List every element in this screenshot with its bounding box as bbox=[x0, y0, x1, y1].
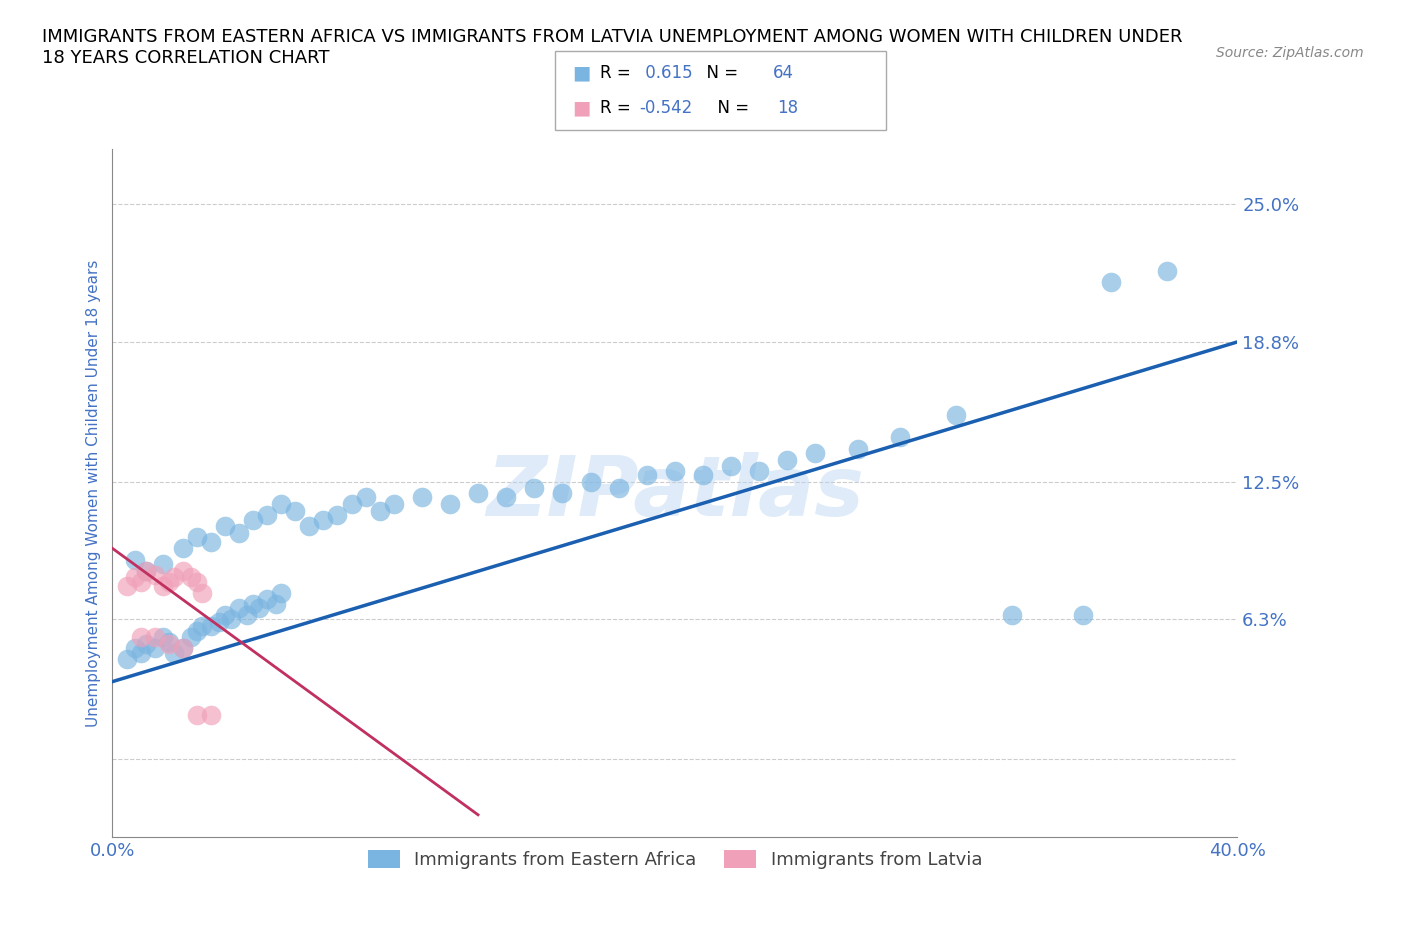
Point bbox=[256, 508, 278, 523]
Legend: Immigrants from Eastern Africa, Immigrants from Latvia: Immigrants from Eastern Africa, Immigran… bbox=[360, 843, 990, 876]
Point bbox=[143, 641, 166, 656]
Point bbox=[135, 564, 157, 578]
Point bbox=[382, 497, 405, 512]
Point bbox=[124, 570, 146, 585]
Point bbox=[129, 630, 152, 644]
Point bbox=[157, 634, 180, 649]
Point bbox=[157, 636, 180, 651]
Point bbox=[180, 630, 202, 644]
Point bbox=[172, 564, 194, 578]
Point bbox=[172, 641, 194, 656]
Point bbox=[256, 592, 278, 607]
Point bbox=[720, 458, 742, 473]
Point bbox=[228, 601, 250, 616]
Point bbox=[143, 630, 166, 644]
Point bbox=[172, 641, 194, 656]
Point bbox=[191, 585, 214, 600]
Point bbox=[247, 601, 270, 616]
Point bbox=[354, 490, 377, 505]
Point bbox=[748, 463, 770, 478]
Point bbox=[1001, 607, 1024, 622]
Point bbox=[607, 481, 630, 496]
Text: ZIPatlas: ZIPatlas bbox=[486, 452, 863, 534]
Point bbox=[163, 570, 186, 585]
Text: N =: N = bbox=[707, 100, 755, 117]
Point bbox=[200, 708, 222, 723]
Point bbox=[1071, 607, 1094, 622]
Point bbox=[664, 463, 686, 478]
Text: Source: ZipAtlas.com: Source: ZipAtlas.com bbox=[1216, 46, 1364, 60]
Point bbox=[124, 552, 146, 567]
Point bbox=[312, 512, 335, 527]
Point bbox=[208, 614, 231, 629]
Point bbox=[846, 441, 869, 456]
Point bbox=[636, 468, 658, 483]
Point bbox=[186, 530, 208, 545]
Point bbox=[270, 585, 292, 600]
Point bbox=[579, 474, 602, 489]
Point bbox=[411, 490, 433, 505]
Point bbox=[152, 630, 174, 644]
Text: IMMIGRANTS FROM EASTERN AFRICA VS IMMIGRANTS FROM LATVIA UNEMPLOYMENT AMONG WOME: IMMIGRANTS FROM EASTERN AFRICA VS IMMIGR… bbox=[42, 28, 1182, 67]
Point bbox=[186, 623, 208, 638]
Text: 0.615: 0.615 bbox=[640, 64, 692, 82]
Point bbox=[889, 430, 911, 445]
Point bbox=[1156, 263, 1178, 278]
Point bbox=[298, 519, 321, 534]
Point bbox=[115, 578, 138, 593]
Point bbox=[157, 574, 180, 589]
Point bbox=[214, 607, 236, 622]
Point bbox=[1099, 274, 1122, 289]
Point bbox=[129, 645, 152, 660]
Y-axis label: Unemployment Among Women with Children Under 18 years: Unemployment Among Women with Children U… bbox=[86, 259, 101, 726]
Point bbox=[284, 503, 307, 518]
Point bbox=[228, 525, 250, 540]
Point bbox=[135, 636, 157, 651]
Text: N =: N = bbox=[696, 64, 744, 82]
Point bbox=[236, 607, 259, 622]
Text: ■: ■ bbox=[572, 64, 591, 83]
Point bbox=[804, 445, 827, 460]
Point bbox=[264, 596, 287, 611]
Point bbox=[495, 490, 517, 505]
Point bbox=[270, 497, 292, 512]
Point bbox=[191, 618, 214, 633]
Point bbox=[200, 535, 222, 550]
Text: R =: R = bbox=[600, 100, 637, 117]
Point bbox=[326, 508, 349, 523]
Point bbox=[551, 485, 574, 500]
Point bbox=[242, 512, 264, 527]
Point bbox=[945, 407, 967, 422]
Point bbox=[135, 564, 157, 578]
Point bbox=[368, 503, 391, 518]
Point bbox=[152, 578, 174, 593]
Point bbox=[467, 485, 489, 500]
Point bbox=[219, 612, 242, 627]
Point bbox=[340, 497, 363, 512]
Point bbox=[143, 567, 166, 582]
Point bbox=[200, 618, 222, 633]
Point bbox=[186, 574, 208, 589]
Point bbox=[214, 519, 236, 534]
Point bbox=[172, 541, 194, 556]
Point bbox=[163, 645, 186, 660]
Text: R =: R = bbox=[600, 64, 637, 82]
Text: -0.542: -0.542 bbox=[640, 100, 693, 117]
Point bbox=[152, 556, 174, 571]
Point bbox=[439, 497, 461, 512]
Text: 64: 64 bbox=[773, 64, 794, 82]
Text: 18: 18 bbox=[778, 100, 799, 117]
Point bbox=[180, 570, 202, 585]
Point bbox=[186, 708, 208, 723]
Point bbox=[523, 481, 546, 496]
Point bbox=[124, 641, 146, 656]
Point bbox=[129, 574, 152, 589]
Point bbox=[776, 452, 799, 467]
Point bbox=[115, 652, 138, 667]
Text: ■: ■ bbox=[572, 99, 591, 117]
Point bbox=[692, 468, 714, 483]
Point bbox=[242, 596, 264, 611]
